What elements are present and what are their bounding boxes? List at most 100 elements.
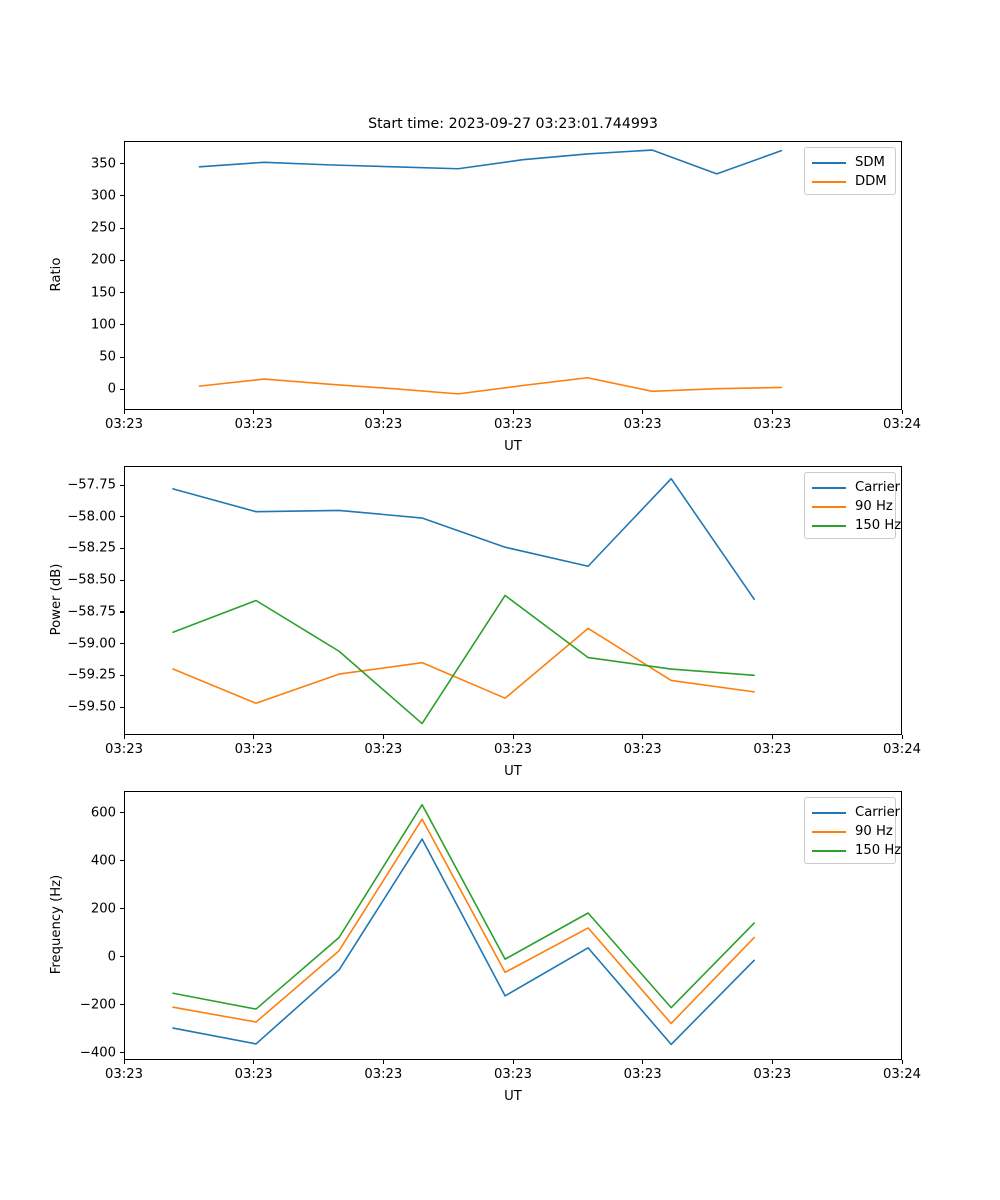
xtick-label: 03:24 (882, 742, 922, 757)
ytick-label: 0 (107, 381, 116, 397)
subplot-ratio (124, 141, 902, 410)
ytick-label: 200 (90, 901, 116, 917)
ytick-mark (120, 674, 124, 676)
ytick-mark (120, 908, 124, 910)
xtick-label: 03:23 (234, 742, 273, 757)
plot-lines-ratio (198, 149, 783, 395)
legend-label: Carrier (855, 480, 901, 495)
legend-swatch-icon (812, 524, 846, 527)
xaxis-label-frequency: UT (504, 1089, 522, 1104)
ytick-label: 50 (99, 349, 116, 365)
ytick-label: −400 (79, 1045, 116, 1061)
xaxis-label-power: UT (504, 764, 522, 779)
xtick-label: 03:23 (364, 742, 403, 757)
yaxis-label-frequency: Frequency (Hz) (48, 874, 64, 974)
legend-label: Carrier (855, 805, 901, 820)
legend-item-carrier[interactable]: Carrier (812, 803, 900, 822)
legend-swatch-icon (812, 505, 846, 508)
ytick-mark (120, 259, 124, 261)
xtick-label: 03:23 (623, 417, 662, 432)
legend-item-90-hz[interactable]: 90 Hz (812, 497, 893, 516)
legend-label: 150 Hz (855, 518, 902, 533)
xtick-label: 03:23 (104, 1067, 144, 1082)
series-line-carrier (172, 477, 755, 601)
legend-item-sdm[interactable]: SDM (812, 153, 888, 172)
ytick-mark (120, 611, 124, 613)
ytick-mark (120, 860, 124, 862)
series-line-90-hz (172, 627, 755, 705)
subplot-frequency (124, 791, 902, 1060)
legend-label: 90 Hz (855, 499, 893, 514)
xtick-label: 03:23 (364, 1067, 403, 1082)
series-line-150-hz (172, 803, 755, 1010)
xtick-mark (253, 410, 255, 414)
xtick-mark (901, 735, 903, 739)
plot-lines-power (172, 477, 755, 725)
ytick-label: −200 (79, 997, 116, 1013)
legend-ratio[interactable]: SDM DDM (804, 147, 896, 195)
ytick-label: −59.00 (67, 636, 116, 652)
xtick-label: 03:23 (364, 417, 403, 432)
ytick-mark (120, 579, 124, 581)
ytick-label: −59.50 (67, 699, 116, 715)
ytick-mark (120, 324, 124, 326)
ytick-mark (120, 643, 124, 645)
yaxis-label-ratio: Ratio (48, 257, 64, 291)
ytick-mark (120, 195, 124, 197)
legend-frequency[interactable]: Carrier 90 Hz 150 Hz (804, 797, 901, 864)
ytick-mark (120, 484, 124, 486)
xtick-mark (253, 1060, 255, 1064)
ytick-mark (120, 516, 124, 518)
ytick-mark (120, 812, 124, 814)
xtick-label: 03:24 (882, 1067, 922, 1082)
xtick-mark (901, 1060, 903, 1064)
ytick-mark (120, 706, 124, 708)
legend-item-ddm[interactable]: DDM (812, 172, 888, 191)
ytick-label: −58.50 (67, 572, 116, 588)
legend-label: 90 Hz (855, 824, 893, 839)
plot-lines-frequency (172, 803, 755, 1046)
legend-label: 150 Hz (855, 843, 902, 858)
ytick-label: 250 (90, 220, 116, 236)
xtick-label: 03:23 (493, 742, 533, 757)
xtick-mark (642, 410, 644, 414)
xtick-label: 03:23 (623, 1067, 662, 1082)
legend-item-150-hz[interactable]: 150 Hz (812, 841, 901, 860)
xtick-label: 03:24 (882, 417, 922, 432)
ytick-mark (120, 163, 124, 165)
xtick-mark (771, 410, 773, 414)
xtick-mark (512, 1060, 514, 1064)
ytick-label: −59.25 (67, 667, 116, 683)
ytick-label: 100 (90, 317, 116, 333)
xtick-label: 03:23 (753, 417, 792, 432)
legend-item-carrier[interactable]: Carrier (812, 478, 900, 497)
xtick-mark (771, 735, 773, 739)
axes-frame-frequency (124, 791, 902, 1060)
xtick-mark (123, 735, 125, 739)
yaxis-label-power: Power (dB) (48, 563, 64, 635)
legend-item-150-hz[interactable]: 150 Hz (812, 516, 901, 535)
legend-power[interactable]: Carrier 90 Hz 150 Hz (804, 472, 901, 539)
ytick-mark (120, 356, 124, 358)
subplot-power (124, 466, 902, 735)
ytick-label: 150 (90, 285, 116, 301)
xtick-label: 03:23 (753, 1067, 792, 1082)
xtick-mark (642, 735, 644, 739)
legend-swatch-icon (812, 849, 846, 852)
ytick-label: −58.25 (67, 540, 116, 556)
xtick-label: 03:23 (234, 1067, 273, 1082)
series-line-ddm (198, 376, 783, 395)
xtick-label: 03:23 (104, 742, 144, 757)
xtick-label: 03:23 (234, 417, 273, 432)
ytick-mark (120, 956, 124, 958)
legend-item-90-hz[interactable]: 90 Hz (812, 822, 893, 841)
series-line-sdm (198, 149, 783, 175)
ytick-label: 400 (90, 853, 116, 869)
xaxis-label-ratio: UT (504, 439, 522, 454)
xtick-mark (512, 410, 514, 414)
ytick-label: 300 (90, 188, 116, 204)
ytick-mark (120, 1004, 124, 1006)
legend-label: DDM (855, 174, 887, 189)
xtick-mark (382, 1060, 384, 1064)
